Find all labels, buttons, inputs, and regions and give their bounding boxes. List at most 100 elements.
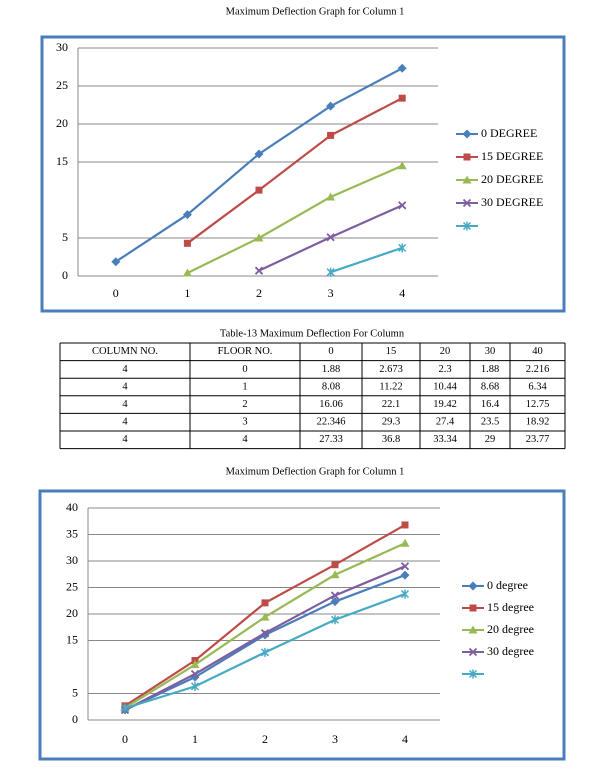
table-cell: 10.44 bbox=[433, 381, 457, 392]
point bbox=[326, 267, 335, 277]
table-cell: 29.3 bbox=[382, 417, 400, 428]
series-line bbox=[124, 574, 406, 712]
y-tick-label: 30 bbox=[66, 553, 78, 567]
table-caption: Table-13 Maximum Deflection For Column bbox=[220, 328, 405, 339]
table-cell: 23.77 bbox=[526, 434, 550, 445]
legend-label: 0 degree bbox=[487, 578, 528, 592]
point bbox=[330, 591, 340, 600]
table-header: 40 bbox=[532, 346, 543, 357]
table-cell: 8.08 bbox=[322, 381, 340, 392]
table-cell: 19.42 bbox=[433, 399, 457, 410]
point bbox=[111, 257, 121, 267]
legend-marker bbox=[468, 625, 478, 634]
point bbox=[182, 210, 192, 220]
y-tick-label: 20 bbox=[66, 606, 78, 620]
legend-marker bbox=[468, 669, 478, 679]
x-tick-label: 3 bbox=[332, 732, 338, 746]
y-tick-label: 15 bbox=[66, 632, 78, 646]
table-cell: 16.06 bbox=[319, 399, 343, 410]
table-header: FLOOR NO. bbox=[218, 346, 273, 357]
series-line bbox=[115, 67, 403, 263]
legend-label: 30 DEGREE bbox=[481, 195, 543, 209]
point bbox=[330, 615, 340, 625]
x-tick-label: 1 bbox=[184, 286, 190, 300]
table-cell: 0 bbox=[242, 364, 247, 375]
x-tick-label: 4 bbox=[402, 732, 408, 746]
table-cell: 12.75 bbox=[526, 399, 550, 410]
table-cell: 2.216 bbox=[526, 364, 550, 375]
point bbox=[398, 94, 406, 102]
point bbox=[398, 201, 407, 210]
point bbox=[260, 628, 270, 638]
point bbox=[326, 192, 336, 201]
table-cell: 23.5 bbox=[481, 417, 499, 428]
table-cell: 36.8 bbox=[382, 434, 400, 445]
table-cell: 4 bbox=[122, 399, 128, 410]
legend-label: 15 degree bbox=[487, 600, 534, 614]
table-cell: 2 bbox=[242, 399, 247, 410]
x-tick-label: 3 bbox=[328, 286, 334, 300]
legend-marker bbox=[462, 175, 472, 184]
x-tick-label: 2 bbox=[256, 286, 262, 300]
y-tick-label: 25 bbox=[66, 579, 78, 593]
y-tick-label: 25 bbox=[56, 78, 68, 92]
table-cell: 33.34 bbox=[433, 434, 457, 445]
point bbox=[254, 233, 264, 242]
legend-label: 0 DEGREE bbox=[481, 126, 537, 140]
chart-title: Maximum Deflection Graph for Column 1 bbox=[226, 466, 405, 477]
point bbox=[401, 521, 409, 529]
table-header: 20 bbox=[440, 346, 451, 357]
point bbox=[190, 660, 200, 669]
point bbox=[400, 538, 410, 547]
y-tick-label: 40 bbox=[66, 500, 78, 514]
point bbox=[326, 233, 335, 242]
table-cell: 4 bbox=[122, 381, 128, 392]
series-line bbox=[186, 164, 403, 274]
point bbox=[327, 131, 335, 139]
x-tick-label: 0 bbox=[122, 732, 128, 746]
chart-title: Maximum Deflection Graph for Column 1 bbox=[226, 6, 405, 17]
point bbox=[190, 669, 200, 679]
table-cell: 27.4 bbox=[436, 417, 455, 428]
point bbox=[260, 647, 270, 657]
point bbox=[331, 561, 339, 569]
legend-marker bbox=[462, 198, 472, 208]
table-cell: 4 bbox=[122, 434, 128, 445]
x-tick-label: 2 bbox=[262, 732, 268, 746]
table-cell: 22.346 bbox=[317, 417, 346, 428]
x-tick-label: 1 bbox=[192, 732, 198, 746]
point bbox=[397, 63, 407, 73]
y-tick-label: 35 bbox=[66, 526, 78, 540]
legend-marker bbox=[468, 647, 478, 657]
legend-label: 30 degree bbox=[487, 644, 534, 658]
table-cell: 1.88 bbox=[481, 364, 499, 375]
point bbox=[120, 703, 130, 713]
legend-marker bbox=[468, 581, 478, 591]
x-tick-label: 4 bbox=[399, 286, 405, 300]
point bbox=[330, 597, 340, 607]
table-cell: 29 bbox=[485, 434, 496, 445]
point bbox=[398, 243, 407, 253]
y-tick-label: 30 bbox=[56, 40, 68, 54]
table-cell: 4 bbox=[242, 434, 248, 445]
table-cell: 2.673 bbox=[379, 364, 403, 375]
y-tick-label: 0 bbox=[62, 268, 68, 282]
chart-frame bbox=[40, 35, 566, 313]
legend-label: 20 degree bbox=[487, 622, 534, 636]
y-tick-label: 5 bbox=[62, 230, 68, 244]
point bbox=[400, 589, 410, 599]
legend-marker bbox=[463, 153, 471, 161]
y-tick-label: 20 bbox=[56, 116, 68, 130]
table-cell: 1 bbox=[242, 381, 247, 392]
table-cell: 2.3 bbox=[438, 364, 451, 375]
table-header: 30 bbox=[485, 346, 496, 357]
point bbox=[397, 161, 407, 170]
table-cell: 4 bbox=[122, 364, 128, 375]
point bbox=[254, 266, 264, 275]
table-cell: 1.88 bbox=[322, 364, 340, 375]
point bbox=[255, 186, 263, 194]
table-cell: 18.92 bbox=[526, 417, 550, 428]
legend-label: 15 DEGREE bbox=[481, 149, 543, 163]
point bbox=[260, 612, 270, 621]
legend-marker bbox=[469, 604, 477, 612]
